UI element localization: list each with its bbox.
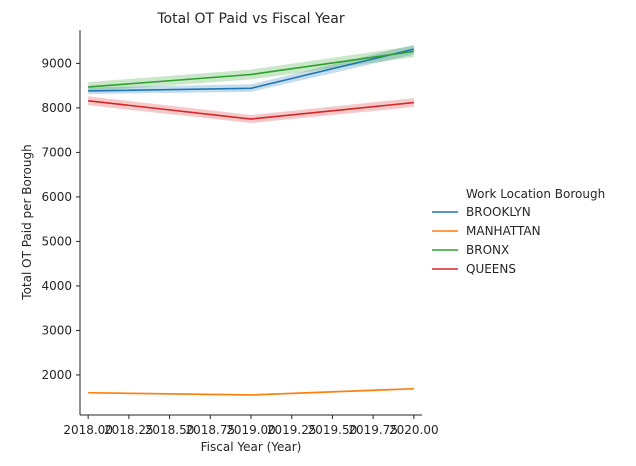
y-tick-label: 6000	[41, 190, 72, 204]
x-tick-label: 2019.25	[267, 423, 317, 437]
x-tick-label: 2018.75	[185, 423, 235, 437]
y-tick-label: 9000	[41, 56, 72, 70]
x-axis-title: Fiscal Year (Year)	[201, 440, 302, 454]
chart-title: Total OT Paid vs Fiscal Year	[156, 11, 345, 27]
legend-label-bronx: BRONX	[466, 243, 509, 257]
series-line-queens	[88, 99, 414, 120]
y-ticks: 2000 3000 4000 5000 6000 7000 8000 9000	[41, 56, 80, 382]
x-tick-label: 2020.00	[389, 423, 439, 437]
confidence-band-brooklyn	[88, 44, 414, 95]
y-tick-label: 2000	[41, 368, 72, 382]
series-line-bronx	[88, 50, 414, 88]
x-tick-label: 2018.50	[145, 423, 195, 437]
legend-label-queens: QUEENS	[466, 262, 516, 276]
series-line-brooklyn	[88, 48, 415, 92]
confidence-bands	[88, 44, 414, 396]
legend-label-manhattan: MANHATTAN	[466, 224, 541, 238]
x-tick-label: 2019.75	[348, 423, 398, 437]
x-ticks: 2018.002018.252018.502018.752019.002019.…	[63, 415, 439, 437]
legend: Work Location Borough BROOKLYN MANHATTAN B…	[432, 187, 605, 276]
y-axis-title: Total OT Paid per Borough	[20, 144, 34, 300]
y-tick-label: 5000	[41, 234, 72, 248]
series-line-manhattan	[88, 387, 414, 396]
legend-label-brooklyn: BROOKLYN	[466, 205, 531, 219]
x-tick-label: 2018.25	[104, 423, 154, 437]
x-tick-label: 2019.50	[308, 423, 358, 437]
y-tick-label: 8000	[41, 101, 72, 115]
legend-title: Work Location Borough	[466, 187, 605, 201]
y-tick-label: 3000	[41, 323, 72, 337]
y-tick-label: 7000	[41, 145, 72, 159]
x-tick-label: 2018.00	[63, 423, 113, 437]
x-tick-label: 2019.00	[226, 423, 276, 437]
y-tick-label: 4000	[41, 279, 72, 293]
series-lines	[88, 48, 415, 396]
